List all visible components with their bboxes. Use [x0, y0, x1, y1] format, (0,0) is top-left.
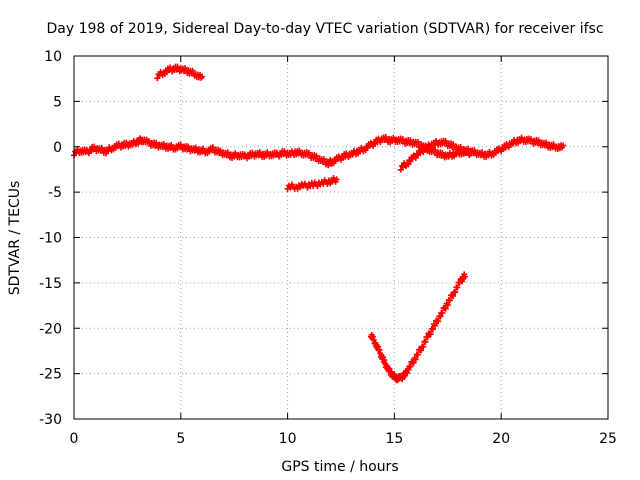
chart-title: Day 198 of 2019, Sidereal Day-to-day VTE…	[46, 21, 603, 37]
x-axis-label: GPS time / hours	[281, 459, 398, 475]
y-tick-label: -25	[39, 367, 62, 383]
data-point	[420, 343, 427, 350]
data-point	[414, 351, 421, 358]
y-tick-label: -15	[39, 276, 62, 292]
data-point	[468, 148, 475, 155]
series-segment-near-11-h	[284, 175, 340, 192]
data-point	[427, 331, 434, 338]
data-point	[333, 176, 340, 183]
x-tick-label: 25	[599, 431, 617, 447]
y-tick-label: -20	[39, 321, 62, 337]
y-tick-label: -10	[39, 231, 62, 247]
data-point	[437, 313, 444, 320]
x-tick-label: 5	[176, 431, 185, 447]
data-point	[287, 184, 294, 191]
x-tick-label: 20	[492, 431, 510, 447]
data-point	[446, 297, 453, 304]
data-point	[444, 302, 451, 309]
data-point	[431, 322, 438, 329]
y-tick-label: -5	[48, 185, 62, 201]
data-point	[199, 73, 206, 80]
series-V-curve	[367, 271, 468, 384]
data-point	[429, 326, 436, 333]
y-tick-label: 0	[53, 140, 62, 156]
data-point	[452, 289, 459, 296]
x-tick-label: 0	[70, 431, 79, 447]
data-point	[407, 363, 414, 370]
y-tick-label: 10	[44, 49, 62, 65]
x-tick-label: 10	[279, 431, 297, 447]
data-points	[71, 63, 567, 384]
y-axis-label: SDTVAR / TECUs	[7, 181, 23, 296]
data-point	[442, 305, 449, 312]
data-point	[424, 334, 431, 341]
axis-ticks: 0 5 10 15 20 25 10 5 0 -5 -10 -15 -20 -25 -30	[39, 49, 617, 447]
series-arc-near-5-h	[154, 63, 206, 82]
data-point	[560, 142, 567, 149]
data-point	[418, 347, 425, 354]
data-point	[410, 359, 417, 366]
data-point	[412, 356, 419, 363]
series-crossing-arc	[397, 137, 475, 173]
data-point	[284, 185, 291, 192]
data-point	[461, 273, 468, 280]
data-point	[439, 310, 446, 317]
series-main-band	[71, 134, 567, 169]
grid-lines	[74, 56, 608, 419]
data-point	[422, 339, 429, 346]
x-tick-label: 15	[385, 431, 403, 447]
y-tick-label: 5	[53, 94, 62, 110]
y-tick-label: -30	[39, 412, 62, 428]
data-point	[454, 284, 461, 291]
data-point	[435, 318, 442, 325]
data-point	[450, 292, 457, 299]
